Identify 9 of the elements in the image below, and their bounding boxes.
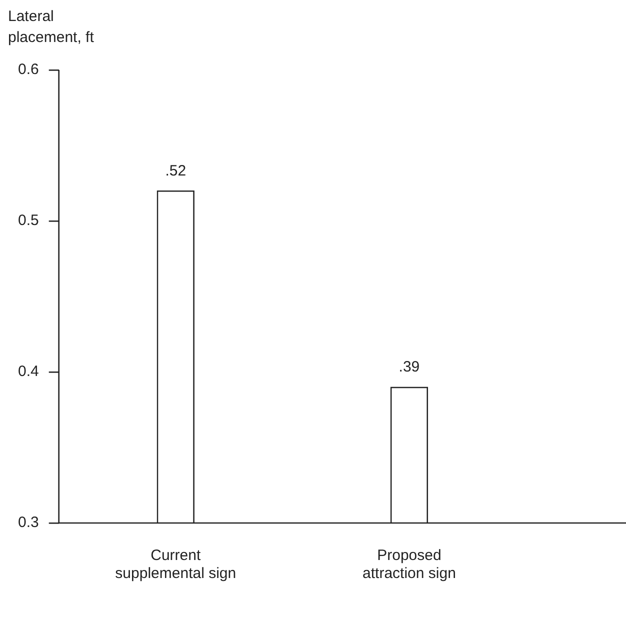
data-label: .39 [398, 358, 420, 376]
y-tick-label: 0.5 [18, 212, 39, 230]
data-label: .52 [165, 162, 186, 180]
x-tick-label: Proposed attraction sign [362, 547, 456, 582]
y-tick-label: 0.6 [18, 61, 39, 78]
y-tick-label: 0.4 [18, 363, 39, 380]
x-tick-label: Current supplemental sign [115, 547, 236, 582]
y-axis-title: Lateral placement, ft [8, 7, 95, 48]
y-tick-label: 0.3 [18, 514, 39, 532]
